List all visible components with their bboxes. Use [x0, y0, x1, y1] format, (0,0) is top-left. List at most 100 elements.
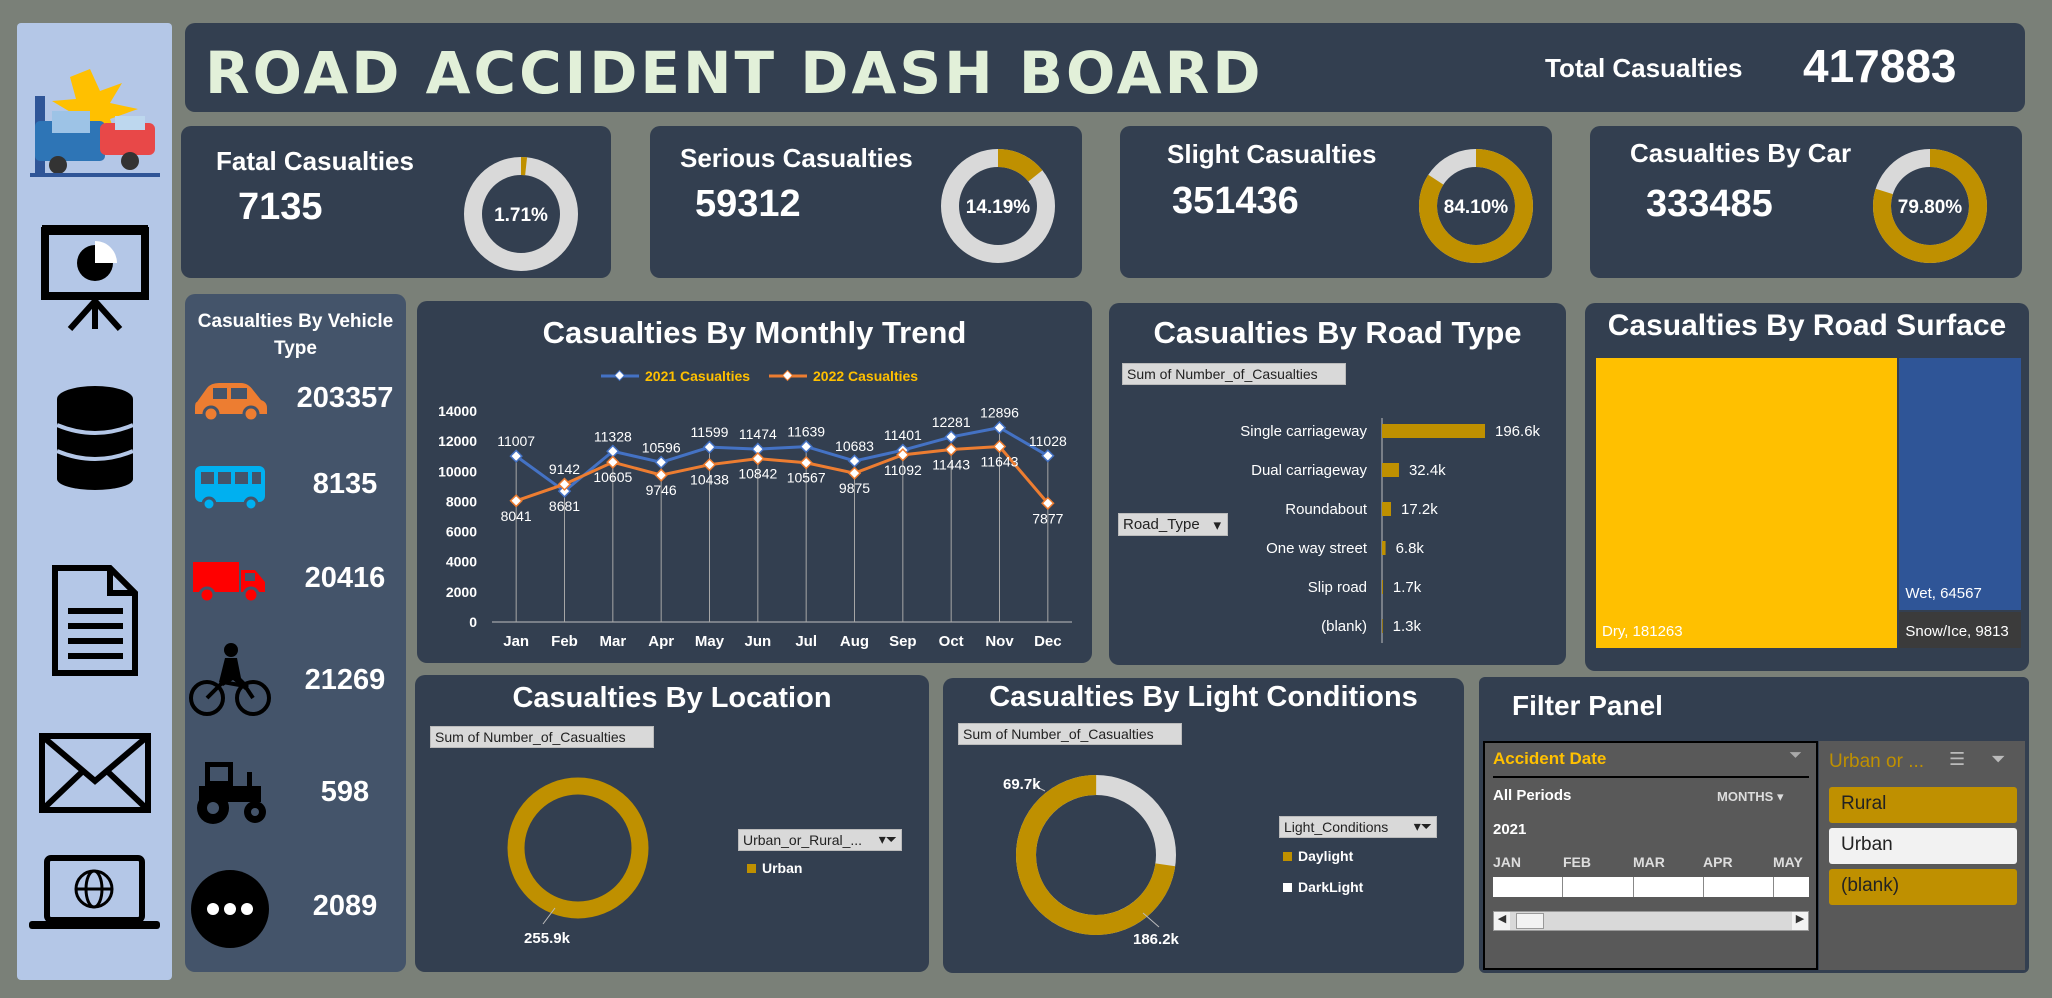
kpi-car-value: 333485: [1646, 183, 1773, 225]
presentation-chart-icon[interactable]: [17, 221, 172, 331]
data-label: 10605: [593, 469, 632, 485]
scroll-right-icon[interactable]: ▶: [1792, 912, 1808, 930]
timeline-cell[interactable]: [1493, 877, 1564, 897]
data-point: [751, 451, 765, 466]
bar: [1382, 541, 1386, 555]
scroll-thumb[interactable]: [1516, 913, 1544, 929]
scroll-left-icon[interactable]: ◀: [1494, 912, 1510, 930]
mail-icon[interactable]: [17, 733, 172, 813]
location-pivot-button[interactable]: Sum of Number_of_Casualties: [430, 726, 654, 748]
data-point: [992, 439, 1007, 454]
vehicle-row-bus: 8135: [185, 456, 406, 526]
kpi-car-card: Casualties By Car 333485 79.80%: [1590, 126, 2022, 278]
location-donut-chart: 255.9k: [507, 777, 649, 947]
timeline-slicer[interactable]: Accident Date ⏷ All Periods MONTHS ▾ 202…: [1483, 741, 1818, 970]
data-label: 8681: [549, 498, 580, 514]
data-point: [702, 457, 717, 472]
road-surface-title: Casualties By Road Surface: [1607, 309, 2007, 342]
filter-funnel-icon: ▾⏷: [878, 831, 897, 847]
timeline-month-label[interactable]: APR: [1703, 854, 1733, 870]
x-tick-label: Jul: [795, 633, 817, 650]
data-point: [847, 466, 862, 480]
total-casualties-label: Total Casualties: [1545, 53, 1743, 83]
x-tick-label: Jun: [744, 633, 771, 650]
dashboard-title: ROAD ACCIDENT DASH BOARD: [205, 39, 1264, 107]
timeline-cell[interactable]: [1563, 877, 1634, 897]
data-point: [557, 484, 572, 498]
timeline-month-label[interactable]: MAY: [1773, 854, 1803, 870]
slicer-item-urban[interactable]: Urban: [1829, 828, 2017, 864]
treemap-wet: Wet, 64567: [1899, 358, 2021, 610]
timeline-bar[interactable]: [1493, 877, 1809, 897]
timeline-unit-dropdown[interactable]: MONTHS ▾: [1717, 789, 1784, 805]
data-point: [1041, 496, 1055, 510]
kpi-serious-ring: 14.19%: [941, 149, 1055, 263]
slicer-items: Rural Urban (blank): [1829, 787, 2019, 927]
x-tick-label: Oct: [939, 633, 964, 650]
bar-category-label: Single carriageway: [1240, 423, 1367, 440]
car-crash-icon[interactable]: [17, 61, 172, 181]
timeline-month-label[interactable]: FEB: [1563, 854, 1591, 870]
slicer-item-rural[interactable]: Rural: [1829, 787, 2017, 823]
legend-text-urban: Urban: [762, 860, 803, 876]
clear-filter-icon[interactable]: ⏷: [1991, 749, 2006, 769]
timeline-cell[interactable]: [1704, 877, 1775, 897]
bicycle-icon: [189, 643, 271, 716]
kpi-fatal-ring: 1.71%: [464, 157, 578, 271]
light-pivot-button[interactable]: Sum of Number_of_Casualties: [958, 723, 1182, 745]
timeline-cell[interactable]: [1634, 877, 1704, 897]
y-tick-label: 8000: [446, 493, 477, 509]
timeline-month-label[interactable]: JAN: [1493, 854, 1522, 870]
header-banner: ROAD ACCIDENT DASH BOARD Total Casualtie…: [185, 23, 2025, 112]
truck-icon: [193, 562, 265, 604]
vehicle-value-tractor: 598: [320, 776, 370, 808]
kpi-car-pct: 79.80%: [1898, 197, 1963, 218]
road-type-title: Casualties By Road Type: [1153, 315, 1522, 350]
location-filter-button[interactable]: Urban_or_Rural_... ▾⏷: [738, 829, 902, 851]
multi-select-icon[interactable]: ☰: [1949, 749, 1966, 769]
database-icon[interactable]: [17, 385, 172, 490]
road-surface-treemap: Dry, 181263 Wet, 64567 Snow/Ice, 9813: [1596, 358, 2021, 648]
location-legend-urban: Urban: [747, 860, 802, 876]
vehicle-row-other: 2089: [185, 868, 406, 948]
kpi-slight-label: Slight Casualties: [1167, 139, 1377, 169]
kpi-car-ring: 79.80%: [1873, 149, 1987, 263]
data-label: 11028: [1029, 433, 1067, 449]
slicer-item-blank[interactable]: (blank): [1829, 869, 2017, 905]
x-tick-label: Sep: [889, 633, 917, 650]
series-line-0: [515, 426, 1049, 494]
data-point: [799, 456, 813, 470]
x-tick-label: Dec: [1034, 633, 1062, 650]
road-surface-panel: Casualties By Road Surface Dry, 181263 We…: [1585, 303, 2029, 671]
total-casualties-value: 417883: [1803, 40, 1957, 92]
vehicle-value-truck: 20416: [304, 562, 386, 594]
timeline-month-label[interactable]: MAR: [1633, 854, 1665, 870]
data-label: 12896: [980, 405, 1019, 421]
x-tick-label: Aug: [840, 633, 869, 650]
vehicle-value-other: 2089: [312, 890, 378, 922]
data-label: 11328: [594, 428, 632, 444]
tractor-icon: [197, 762, 266, 824]
location-value-label: 255.9k: [524, 930, 571, 947]
timeline-months: JAN FEB MAR APR MAY: [1493, 854, 1813, 870]
bar: [1382, 424, 1485, 438]
document-icon[interactable]: [17, 563, 172, 678]
light-filter-button[interactable]: Light_Conditions ▾⏷: [1279, 816, 1437, 838]
road-type-filter-button[interactable]: Road_Type ▾: [1118, 513, 1228, 536]
location-filter-label: Urban_or_Rural_...: [743, 832, 863, 848]
data-point: [944, 430, 958, 444]
timeline-scrollbar[interactable]: ◀ ▶: [1493, 911, 1809, 931]
series-line-1: [515, 444, 1049, 505]
monthly-trend-title: Casualties By Monthly Trend: [542, 315, 967, 350]
clear-filter-icon[interactable]: ⏷: [1789, 747, 1802, 764]
treemap-snow-label: Snow/Ice, 9813: [1905, 622, 2009, 640]
y-tick-label: 12000: [438, 433, 477, 449]
road-type-pivot-button[interactable]: Sum of Number_of_Casualties: [1122, 363, 1346, 385]
bar-value-label: 17.2k: [1401, 501, 1438, 518]
legend-swatch-urban: [747, 864, 756, 873]
bar: [1382, 619, 1383, 633]
trend-legend: 2021 Casualties 2022 Casualties: [601, 368, 918, 384]
timeline-cell[interactable]: [1774, 877, 1809, 897]
laptop-globe-icon[interactable]: [17, 853, 172, 933]
vehicle-row-bicycle: 21269: [185, 642, 406, 716]
